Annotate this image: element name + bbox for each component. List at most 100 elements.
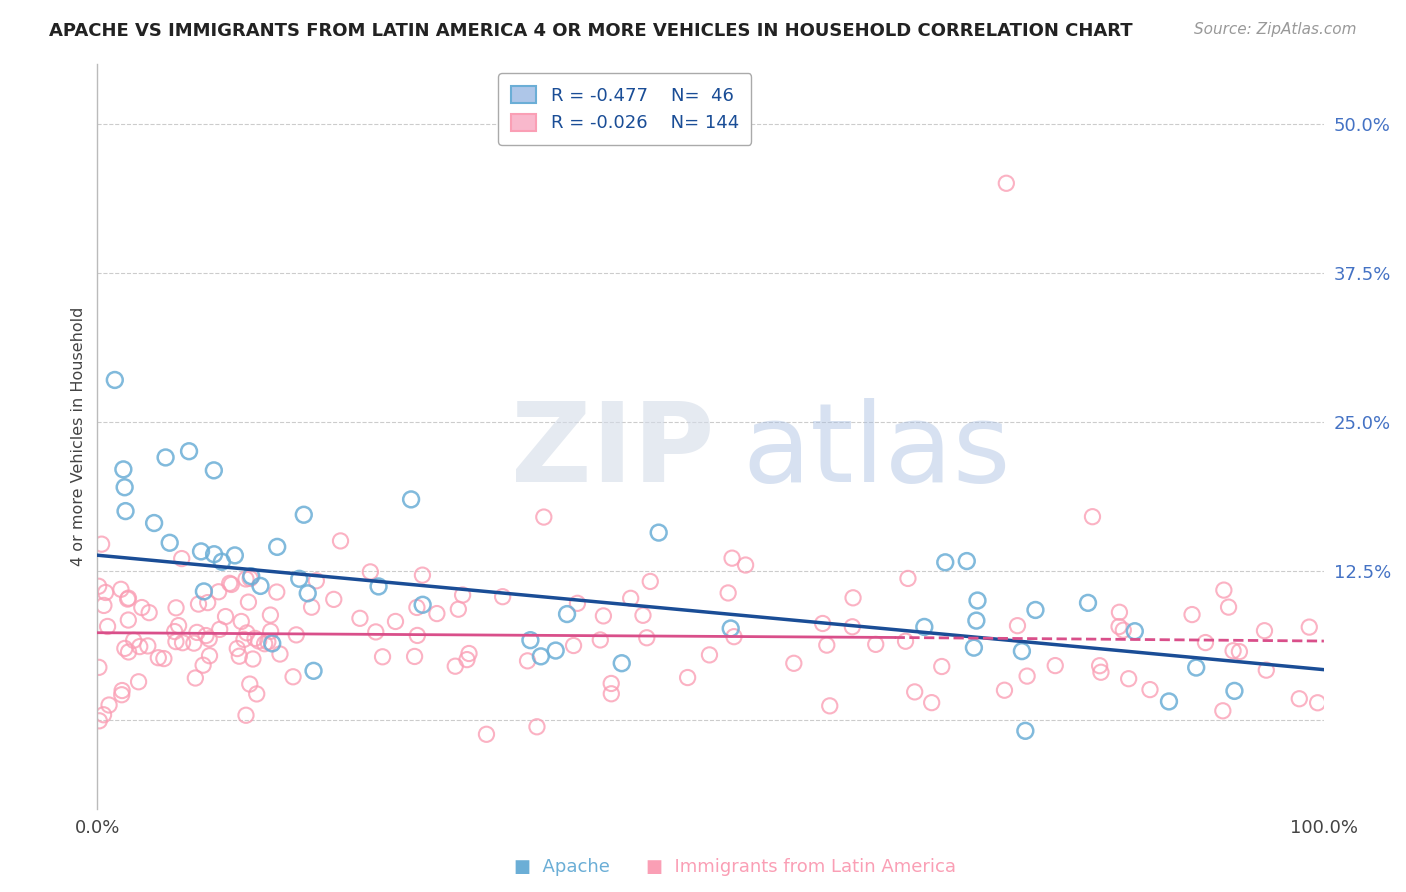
- Point: [894, 634, 917, 648]
- Point: [1014, 723, 1036, 738]
- Point: [329, 533, 352, 548]
- Point: [1222, 644, 1244, 658]
- Point: [224, 549, 246, 563]
- Point: [526, 720, 548, 734]
- Point: [516, 654, 538, 668]
- Point: [256, 635, 278, 649]
- Point: [995, 176, 1018, 190]
- Point: [247, 634, 270, 648]
- Text: atlas: atlas: [742, 398, 1011, 505]
- Point: [302, 664, 325, 678]
- Point: [186, 625, 208, 640]
- Point: [734, 558, 756, 572]
- Point: [128, 674, 150, 689]
- Point: [235, 708, 257, 723]
- Text: ZIP: ZIP: [510, 398, 714, 505]
- Point: [165, 600, 187, 615]
- Point: [600, 676, 623, 690]
- Point: [163, 624, 186, 639]
- Point: [1139, 682, 1161, 697]
- Point: [589, 632, 612, 647]
- Point: [1306, 696, 1329, 710]
- Point: [1288, 691, 1310, 706]
- Point: [934, 555, 956, 569]
- Point: [207, 584, 229, 599]
- Text: ■  Apache: ■ Apache: [515, 858, 610, 876]
- Point: [172, 636, 194, 650]
- Point: [1123, 624, 1146, 639]
- Point: [404, 649, 426, 664]
- Point: [235, 572, 257, 586]
- Point: [233, 632, 256, 647]
- Point: [349, 611, 371, 625]
- Point: [1181, 607, 1204, 622]
- Point: [194, 629, 217, 643]
- Text: ■  Immigrants from Latin America: ■ Immigrants from Latin America: [647, 858, 956, 876]
- Point: [202, 463, 225, 477]
- Point: [1212, 583, 1234, 598]
- Point: [562, 639, 585, 653]
- Point: [555, 607, 578, 621]
- Point: [1088, 658, 1111, 673]
- Point: [249, 579, 271, 593]
- Point: [1212, 704, 1234, 718]
- Point: [111, 688, 134, 702]
- Legend: R = -0.477    N=  46, R = -0.026    N= 144: R = -0.477 N= 46, R = -0.026 N= 144: [498, 73, 751, 145]
- Point: [93, 599, 115, 613]
- Point: [567, 596, 589, 610]
- Point: [243, 632, 266, 646]
- Point: [198, 632, 221, 646]
- Point: [815, 638, 838, 652]
- Point: [322, 592, 344, 607]
- Point: [475, 727, 498, 741]
- Point: [610, 657, 633, 671]
- Point: [620, 591, 643, 606]
- Point: [631, 608, 654, 623]
- Point: [193, 584, 215, 599]
- Point: [956, 554, 979, 568]
- Point: [1185, 660, 1208, 674]
- Point: [1108, 605, 1130, 619]
- Point: [406, 628, 429, 642]
- Point: [676, 671, 699, 685]
- Point: [165, 634, 187, 648]
- Point: [259, 624, 281, 639]
- Point: [89, 714, 111, 728]
- Point: [143, 516, 166, 530]
- Point: [636, 631, 658, 645]
- Point: [111, 683, 134, 698]
- Point: [301, 600, 323, 615]
- Text: APACHE VS IMMIGRANTS FROM LATIN AMERICA 4 OR MORE VEHICLES IN HOUSEHOLD CORRELAT: APACHE VS IMMIGRANTS FROM LATIN AMERICA …: [49, 22, 1133, 40]
- Point: [190, 544, 212, 558]
- Point: [259, 608, 281, 623]
- Point: [117, 613, 139, 627]
- Point: [155, 450, 177, 465]
- Point: [239, 571, 262, 585]
- Point: [533, 510, 555, 524]
- Point: [447, 602, 470, 616]
- Point: [1112, 623, 1135, 637]
- Point: [281, 670, 304, 684]
- Point: [191, 658, 214, 673]
- Point: [1045, 658, 1067, 673]
- Point: [1017, 669, 1039, 683]
- Point: [292, 508, 315, 522]
- Point: [148, 650, 170, 665]
- Point: [897, 571, 920, 585]
- Point: [138, 606, 160, 620]
- Point: [262, 636, 284, 650]
- Point: [966, 593, 988, 607]
- Point: [110, 582, 132, 597]
- Point: [226, 641, 249, 656]
- Point: [721, 551, 744, 566]
- Point: [97, 619, 120, 633]
- Point: [114, 504, 136, 518]
- Point: [184, 671, 207, 685]
- Point: [114, 480, 136, 494]
- Point: [214, 609, 236, 624]
- Point: [198, 648, 221, 663]
- Point: [1253, 624, 1275, 638]
- Point: [723, 630, 745, 644]
- Point: [811, 616, 834, 631]
- Point: [211, 555, 233, 569]
